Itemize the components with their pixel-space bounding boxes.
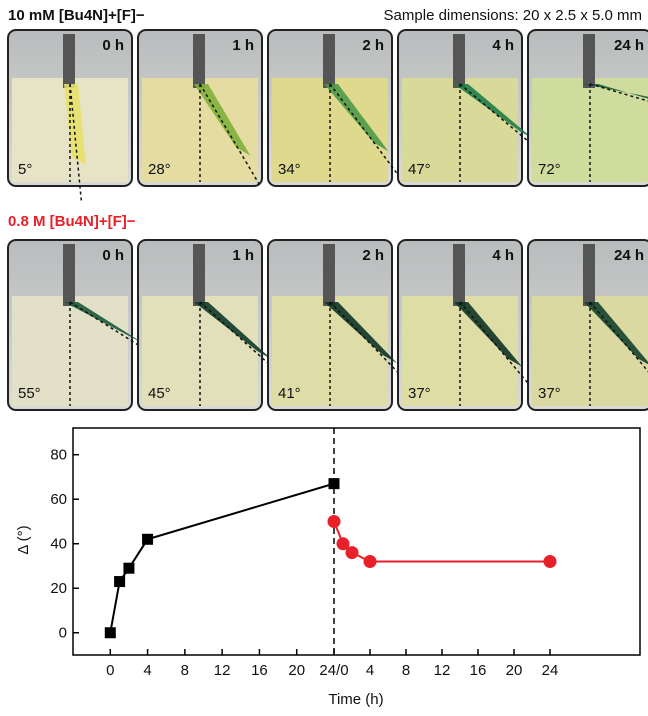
x-tick-label: 16 <box>251 662 268 679</box>
angle-ref <box>69 83 83 201</box>
photo-panel: 0 h 5° <box>7 29 133 201</box>
electrode <box>63 244 75 306</box>
electrode <box>453 244 465 306</box>
time-label: 24 h <box>614 247 644 264</box>
electrode <box>323 244 335 306</box>
time-label: 1 h <box>232 37 254 54</box>
x-tick-label: 24/0 <box>319 662 348 679</box>
electrode <box>193 34 205 88</box>
photo-panel: 2 h 41° <box>267 239 416 411</box>
x-tick-label: 16 <box>470 662 487 679</box>
x-tick-label: 0 <box>106 662 114 679</box>
point <box>142 533 154 545</box>
photo-panel: 1 h 45° <box>137 239 293 411</box>
point <box>336 537 350 551</box>
y-tick-label: 20 <box>50 580 67 597</box>
row2-title: 0.8 M [Bu4N]+[F]− <box>8 213 136 230</box>
point <box>345 546 359 560</box>
photo-panel: 4 h 37° <box>397 239 539 411</box>
y-tick-label: 80 <box>50 447 67 464</box>
point <box>123 562 135 574</box>
x-tick-label: 20 <box>506 662 523 679</box>
photo-panel: 1 h 28° <box>137 29 263 188</box>
photo-panel: 4 h 47° <box>397 29 556 187</box>
photo-panel: 24 h 37° <box>527 239 648 411</box>
time-label: 2 h <box>362 37 384 54</box>
angle-ref <box>459 301 539 396</box>
point <box>104 627 116 639</box>
electrode <box>63 34 75 88</box>
y-tick-label: 40 <box>50 536 67 553</box>
electrode <box>583 34 595 88</box>
sample <box>324 84 389 152</box>
sample <box>584 302 648 365</box>
photo-panel: 2 h 34° <box>267 29 404 187</box>
x-tick-label: 8 <box>402 662 410 679</box>
x-tick-label: 12 <box>434 662 451 679</box>
time-label: 0 h <box>102 247 124 264</box>
electrode <box>453 34 465 88</box>
angle-label: 55° <box>18 385 41 402</box>
angle-ref <box>589 301 648 373</box>
time-label: 24 h <box>614 37 644 54</box>
time-label: 1 h <box>232 247 254 264</box>
x-tick-label: 24 <box>542 662 559 679</box>
time-label: 0 h <box>102 37 124 54</box>
x-tick-label: 8 <box>181 662 189 679</box>
dimensions: Sample dimensions: 20 x 2.5 x 5.0 mm <box>384 7 642 24</box>
point <box>363 555 377 569</box>
time-label: 2 h <box>362 247 384 264</box>
angle-label: 41° <box>278 385 301 402</box>
sample <box>454 302 523 367</box>
y-tick-label: 60 <box>50 491 67 508</box>
angle-label: 37° <box>408 385 431 402</box>
angle-label: 45° <box>148 385 171 402</box>
angle-label: 37° <box>538 385 561 402</box>
electrode <box>583 244 595 306</box>
angle-ref <box>329 83 404 182</box>
point <box>328 478 340 490</box>
angle-label: 34° <box>278 161 301 178</box>
point <box>114 576 126 588</box>
sample <box>194 84 251 156</box>
angle-ref <box>199 83 262 188</box>
x-axis-label: Time (h) <box>328 691 383 708</box>
x-tick-label: 4 <box>143 662 151 679</box>
x-tick-label: 12 <box>214 662 231 679</box>
electrode <box>323 34 335 88</box>
y-axis-label: Δ (°) <box>15 525 32 554</box>
photo-panel: 24 h 72° <box>527 29 648 187</box>
photo-panel: 0 h 55° <box>7 239 177 411</box>
y-tick-label: 0 <box>59 625 67 642</box>
angle-label: 72° <box>538 161 561 178</box>
trend-line <box>333 521 550 563</box>
point <box>327 514 341 528</box>
time-label: 4 h <box>492 247 514 264</box>
x-tick-label: 4 <box>366 662 374 679</box>
row1-title: 10 mM [Bu4N]+[F]− <box>8 7 145 24</box>
trend-line <box>109 482 335 633</box>
electrode <box>193 244 205 306</box>
plot-frame <box>72 427 641 656</box>
point <box>543 555 557 569</box>
angle-label: 5° <box>18 161 32 178</box>
x-tick-label: 20 <box>288 662 305 679</box>
angle-label: 28° <box>148 161 171 178</box>
angle-label: 47° <box>408 161 431 178</box>
time-label: 4 h <box>492 37 514 54</box>
